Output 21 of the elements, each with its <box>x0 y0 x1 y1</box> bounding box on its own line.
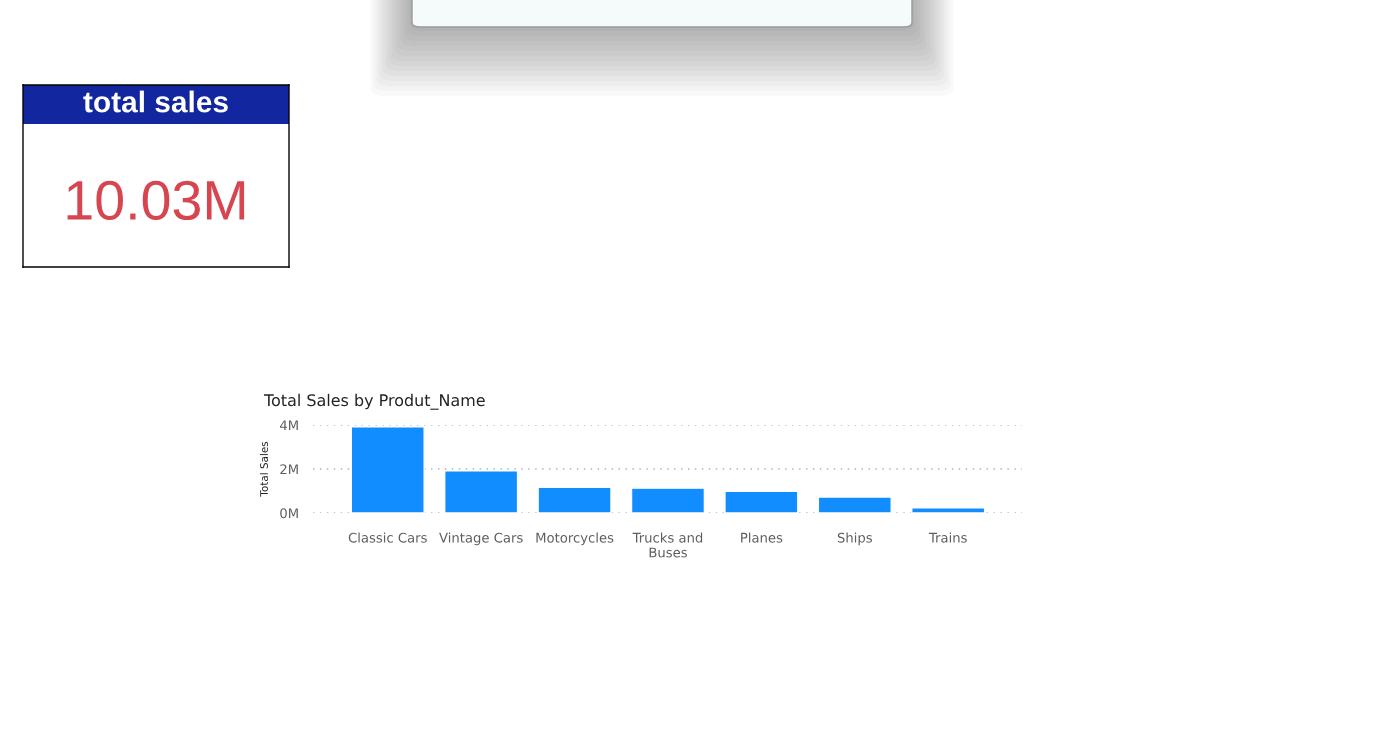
bar <box>630 487 706 513</box>
x-tick-label: Trucks and Buses <box>632 532 703 558</box>
y-tick-label: 4M <box>279 420 298 431</box>
bar <box>537 486 612 513</box>
bar <box>911 507 986 513</box>
y-tick-label: 2M <box>280 464 298 475</box>
text: total sales <box>83 90 228 113</box>
x-tick-label: Ships <box>837 532 872 546</box>
x-tick-label: Vintage Cars <box>439 532 523 546</box>
bar <box>724 490 799 513</box>
x-tick-label: Classic Cars <box>348 532 427 543</box>
y-tick-label: 0M <box>280 508 298 519</box>
x-tick-label: Planes <box>741 532 783 543</box>
bar <box>817 496 892 513</box>
chart-title: Total Sales by Produt_Name <box>263 393 485 410</box>
y-axis-title: Total Sales <box>259 441 268 497</box>
bar <box>444 470 519 513</box>
x-tick-label: Motorcycles <box>536 532 614 546</box>
x-tick-label: Trains <box>928 532 967 543</box>
bar <box>350 426 425 513</box>
text: 10.03M <box>67 180 245 221</box>
